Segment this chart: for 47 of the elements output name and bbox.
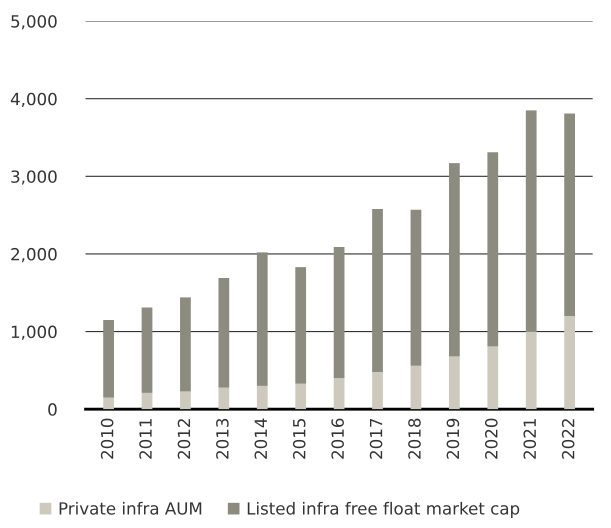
x-tick-label: 2020: [485, 418, 498, 459]
bar: [142, 308, 152, 393]
bar: [448, 356, 460, 410]
y-tick-label: 3,000: [11, 170, 57, 185]
x-tick-label: 2021: [523, 419, 536, 459]
bar: [334, 378, 344, 410]
bar: [410, 210, 422, 366]
bar: [180, 297, 191, 392]
bar: [487, 152, 498, 346]
x-tick-label: 2016: [331, 418, 344, 459]
legend-label: Listed infra free float market cap: [248, 502, 520, 518]
x-tick-label: 2014: [254, 418, 268, 459]
x-tick-label: 2015: [292, 418, 306, 459]
bar: [295, 267, 306, 384]
bar: [295, 384, 306, 410]
x-tick-label: 2017: [370, 418, 382, 459]
bar: [218, 387, 230, 410]
bar: [448, 163, 460, 356]
bar: [142, 392, 152, 410]
x-tick-label: 2019: [446, 418, 460, 459]
bar: [256, 386, 268, 410]
y-tick-label: 5,000: [11, 15, 57, 30]
bar: [526, 332, 537, 410]
x-tick-label: 2010: [100, 418, 114, 459]
x-tick-label: 2018: [408, 418, 421, 459]
bar: [103, 398, 114, 410]
y-tick-label: 1,000: [12, 326, 57, 340]
x-tick-label: 2012: [178, 419, 190, 459]
bar: [487, 346, 498, 410]
bar: [334, 246, 344, 378]
x-tick-label: 2022: [562, 419, 574, 459]
x-tick-label: 2013: [216, 418, 229, 459]
bar: [180, 391, 191, 410]
bar: [372, 372, 383, 410]
x-tick-label: 2011: [139, 419, 152, 459]
bar: [218, 278, 230, 388]
y-tick-label: 0: [48, 403, 57, 416]
bar: [564, 113, 575, 316]
bar: [103, 320, 114, 398]
bar: [526, 110, 537, 332]
bar: [410, 366, 422, 410]
bar: [256, 252, 268, 386]
bar: [372, 208, 383, 372]
bar: [564, 316, 575, 410]
legend-label: Private infra AUM: [60, 502, 202, 515]
y-tick-label: 2,000: [11, 248, 57, 262]
y-tick-label: 4,000: [10, 92, 57, 108]
